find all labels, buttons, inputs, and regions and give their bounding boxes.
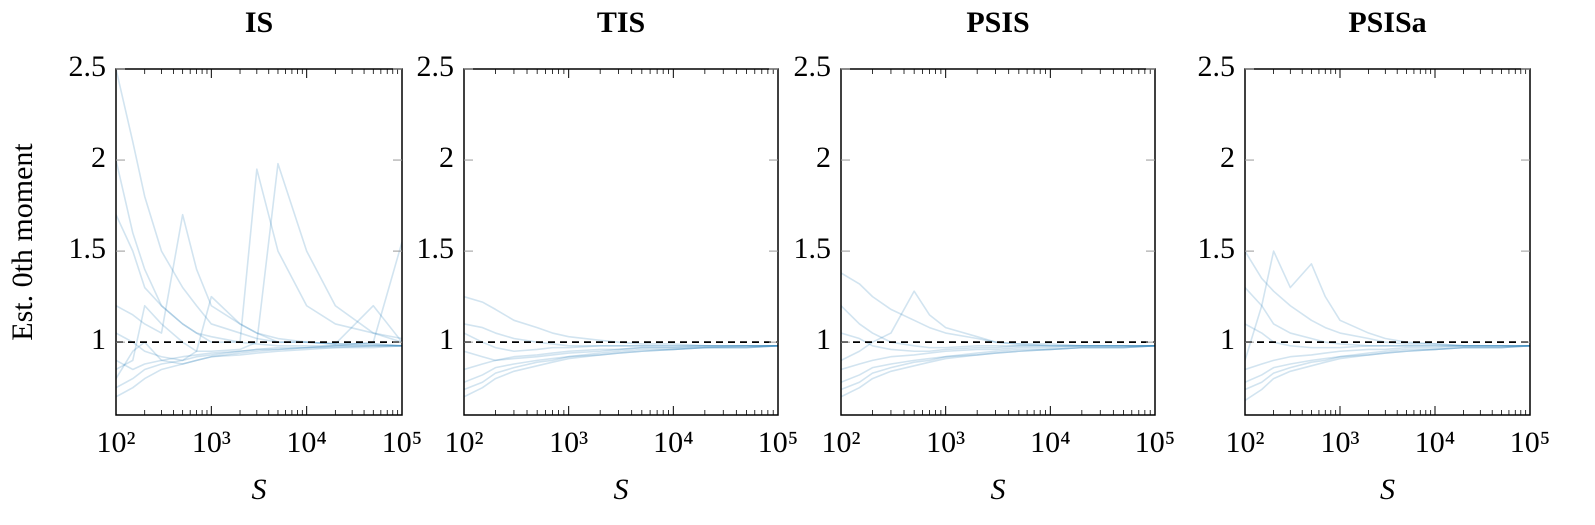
y-tick-label: 1.5 bbox=[417, 232, 455, 265]
series-line bbox=[116, 69, 402, 347]
y-tick-label: 1 bbox=[439, 323, 454, 356]
x-tick-label: 10² bbox=[97, 426, 136, 459]
axes-frame bbox=[840, 68, 1156, 416]
series-line bbox=[464, 332, 778, 353]
plot-area bbox=[841, 272, 1155, 398]
plot-area bbox=[464, 295, 778, 398]
y-tick-label: 2 bbox=[1220, 141, 1235, 174]
x-tick-label: 10² bbox=[822, 426, 861, 459]
series-line bbox=[1245, 345, 1530, 371]
series-line bbox=[464, 345, 778, 362]
series-line bbox=[116, 341, 402, 379]
y-tick-label: 1.5 bbox=[69, 232, 107, 265]
axes-frame bbox=[463, 68, 779, 416]
x-tick-label: 10⁴ bbox=[1030, 426, 1070, 459]
y-axis-label: Est. 0th moment bbox=[6, 143, 39, 341]
series-line bbox=[1245, 345, 1530, 402]
x-tick-label: 10⁵ bbox=[1510, 426, 1550, 459]
chart-title: TIS bbox=[597, 6, 645, 39]
series-line bbox=[116, 213, 402, 347]
series-line bbox=[464, 345, 778, 398]
series-line bbox=[841, 272, 1155, 347]
y-tick-label: 1 bbox=[1220, 323, 1235, 356]
series-line bbox=[1245, 323, 1530, 349]
series-line bbox=[464, 323, 778, 347]
x-tick-label: 10⁵ bbox=[382, 426, 422, 459]
series-line bbox=[1245, 286, 1530, 347]
plot-area bbox=[1245, 250, 1530, 402]
series-line bbox=[464, 295, 778, 347]
series-line bbox=[841, 345, 1155, 383]
x-tick-label: 10³ bbox=[926, 426, 965, 459]
y-tick-label: 1.5 bbox=[794, 232, 832, 265]
y-tick-label: 1.5 bbox=[1198, 232, 1236, 265]
x-tick-label: 10³ bbox=[1321, 426, 1360, 459]
y-tick-label: 2 bbox=[91, 141, 106, 174]
series-line bbox=[1245, 250, 1530, 361]
x-tick-label: 10⁵ bbox=[1135, 426, 1175, 459]
y-tick-label: 2.5 bbox=[1198, 50, 1236, 83]
x-tick-label: 10² bbox=[445, 426, 484, 459]
x-tick-label: 10² bbox=[1226, 426, 1265, 459]
series-line bbox=[841, 305, 1155, 349]
series-line bbox=[841, 345, 1155, 391]
x-axis-label: S bbox=[991, 473, 1006, 506]
series-line bbox=[464, 345, 778, 383]
x-tick-label: 10³ bbox=[549, 426, 588, 459]
series-line bbox=[841, 345, 1155, 371]
x-axis-label: S bbox=[252, 473, 267, 506]
y-tick-label: 1 bbox=[91, 323, 106, 356]
x-axis-label: S bbox=[614, 473, 629, 506]
y-tick-label: 2 bbox=[439, 141, 454, 174]
series-line bbox=[116, 345, 402, 389]
series-line bbox=[841, 345, 1155, 398]
series-line bbox=[841, 290, 1155, 362]
y-tick-label: 2 bbox=[816, 141, 831, 174]
series-line bbox=[116, 295, 402, 362]
x-tick-label: 10⁵ bbox=[758, 426, 798, 459]
axes-frame bbox=[1244, 68, 1531, 416]
chart-title: PSIS bbox=[966, 6, 1029, 39]
y-tick-label: 2.5 bbox=[417, 50, 455, 83]
series-line bbox=[116, 162, 402, 371]
series-line bbox=[116, 345, 402, 398]
plot-area bbox=[116, 69, 402, 398]
series-line bbox=[1245, 345, 1530, 391]
x-tick-label: 10⁴ bbox=[1415, 426, 1455, 459]
x-tick-label: 10⁴ bbox=[286, 426, 326, 459]
y-tick-label: 2.5 bbox=[69, 50, 107, 83]
series-line bbox=[1245, 345, 1530, 383]
x-tick-label: 10⁴ bbox=[653, 426, 693, 459]
axes-frame bbox=[115, 68, 403, 416]
chart-title: PSISa bbox=[1348, 6, 1426, 39]
series-line bbox=[1245, 250, 1530, 347]
series-line bbox=[841, 332, 1155, 353]
series-line bbox=[116, 241, 402, 371]
y-tick-label: 1 bbox=[816, 323, 831, 356]
chart-title: IS bbox=[245, 6, 273, 39]
series-line bbox=[116, 168, 402, 343]
series-line bbox=[464, 345, 778, 391]
x-tick-label: 10³ bbox=[192, 426, 231, 459]
x-axis-label: S bbox=[1380, 473, 1395, 506]
y-tick-label: 2.5 bbox=[794, 50, 832, 83]
series-line bbox=[464, 345, 778, 371]
series-line bbox=[116, 159, 402, 347]
